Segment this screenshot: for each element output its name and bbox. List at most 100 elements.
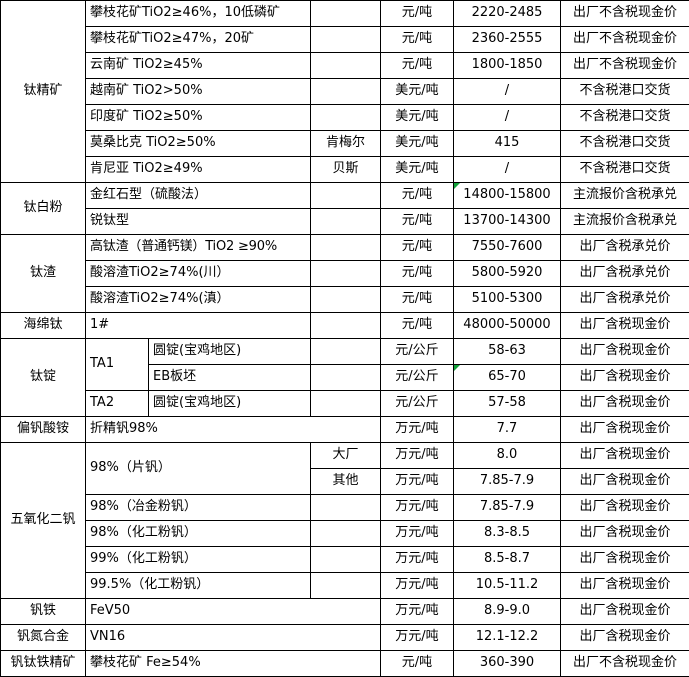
unit-cell: 元/吨 [380, 650, 454, 677]
product-category-cell: 钛渣 [0, 234, 86, 313]
table-row: 偏钒酸铵 折精钒98% 万元/吨 7.7 出厂含税现金价 [0, 416, 689, 443]
remark-cell: 出厂含税现金价 [560, 494, 689, 521]
remark-cell: 出厂含税现金价 [560, 572, 689, 599]
price-value: 2220-2485 [471, 5, 543, 21]
price-value: 2360-2555 [471, 31, 543, 47]
unit-cell: 元/吨 [380, 260, 454, 287]
remark-cell: 主流报价含税承兑 [560, 208, 689, 235]
brand-cell-empty [310, 0, 381, 27]
price-cell: 1800-1850 [453, 52, 561, 79]
product-spec-cell: 莫桑比克 TiO2≥50% [85, 130, 311, 157]
price-cell: 2220-2485 [453, 0, 561, 27]
remark-cell: 出厂含税承兑价 [560, 286, 689, 313]
price-value: 7.85-7.9 [479, 473, 535, 489]
product-spec-cell: 98%（片钒） [85, 442, 311, 495]
remark-cell: 出厂不含税现金价 [560, 0, 689, 27]
price-cell: 7.7 [453, 416, 561, 443]
table-row: 钛白粉 金红石型（硫酸法） 元/吨 14800-15800 主流报价含税承兑 [0, 182, 689, 235]
price-value: 8.5-8.7 [483, 551, 531, 567]
table-row: 五氧化二钒 98%（片钒） 大厂 万元/吨 8.0 出厂含税现金价 [0, 442, 689, 599]
product-spec-cell: 锐钛型 [85, 208, 311, 235]
price-value: 10.5-11.2 [475, 577, 539, 593]
product-spec-cell: 攀枝花矿TiO2≥47%，20矿 [85, 26, 311, 53]
unit-cell: 元/公斤 [380, 338, 454, 365]
cell-comment-marker-icon [454, 365, 460, 371]
remark-cell: 不含税港口交货 [560, 156, 689, 183]
price-value: / [504, 161, 510, 177]
brand-cell-empty [310, 312, 381, 339]
product-category-cell: 偏钒酸铵 [0, 416, 86, 443]
unit-cell: 元/吨 [380, 286, 454, 313]
price-value: / [504, 109, 510, 125]
price-cell: 8.5-8.7 [453, 546, 561, 573]
product-spec-cell: 99.5%（化工粉钒） [85, 572, 311, 599]
remark-cell: 出厂含税现金价 [560, 312, 689, 339]
unit-cell: 元/公斤 [380, 390, 454, 417]
table-row: 98%（化工粉钒） 万元/吨 8.3-8.5 出厂含税现金价 [1, 520, 689, 547]
price-cell: 7550-7600 [453, 234, 561, 261]
unit-cell: 万元/吨 [380, 468, 454, 495]
brand-cell-empty [310, 572, 381, 599]
product-spec-cell: 越南矿 TiO2>50% [85, 78, 311, 105]
price-value: 5800-5920 [471, 265, 543, 281]
product-spec-cell: 折精钒98% [85, 416, 381, 443]
brand-cell-empty [310, 208, 381, 235]
price-value: 7.85-7.9 [479, 499, 535, 515]
price-cell: 360-390 [453, 650, 561, 677]
remark-cell: 出厂含税现金价 [560, 390, 689, 417]
product-spec-cell: 攀枝花矿 Fe≥54% [85, 650, 381, 677]
remark-cell: 出厂不含税现金价 [560, 650, 689, 677]
remark-cell: 出厂含税承兑价 [560, 234, 689, 261]
product-spec-cell: 98%（化工粉钒） [85, 520, 311, 547]
unit-cell: 元/吨 [380, 182, 454, 209]
product-spec-cell: 酸溶渣TiO2≥74%(川） [85, 260, 311, 287]
remark-cell: 出厂含税现金价 [560, 520, 689, 547]
price-value: 5100-5300 [471, 291, 543, 307]
cell-comment-marker-icon [454, 183, 460, 189]
table-row: 钒铁 FeV50 万元/吨 8.9-9.0 出厂含税现金价 [0, 598, 689, 625]
product-spec-cell: 酸溶渣TiO2≥74%(滇） [85, 286, 311, 313]
remark-cell: 出厂不含税现金价 [560, 52, 689, 79]
remark-cell: 出厂含税现金价 [560, 598, 689, 625]
price-value: 7550-7600 [471, 239, 543, 255]
price-cell: 415 [453, 130, 561, 157]
brand-cell: 肯梅尔 [310, 130, 381, 157]
price-cell: 10.5-11.2 [453, 572, 561, 599]
price-value: 1800-1850 [471, 57, 543, 73]
product-spec-cell: 攀枝花矿TiO2≥46%，10低磷矿 [85, 0, 311, 27]
price-value: 14800-15800 [463, 187, 551, 203]
brand-cell-empty [310, 494, 381, 521]
price-cell: 14800-15800 [453, 182, 561, 209]
unit-cell: 元/吨 [380, 26, 454, 53]
price-value: 48000-50000 [463, 317, 551, 333]
product-spec-cell: EB板坯 [148, 364, 311, 391]
price-cell: 2360-2555 [453, 26, 561, 53]
brand-cell-empty [310, 338, 381, 365]
price-cell: 12.1-12.2 [453, 624, 561, 651]
table-row: 钒钛铁精矿 攀枝花矿 Fe≥54% 元/吨 360-390 出厂不含税现金价 [0, 650, 689, 677]
remark-cell: 不含税港口交货 [560, 130, 689, 157]
brand-cell-empty [310, 520, 381, 547]
product-grade-cell: TA1 [85, 338, 149, 391]
table-row: 98%（冶金粉钒） 万元/吨 7.85-7.9 出厂含税现金价 [1, 494, 689, 521]
remark-cell: 出厂含税现金价 [560, 442, 689, 469]
product-category-cell: 钒钛铁精矿 [0, 650, 86, 677]
price-value: 8.9-9.0 [483, 603, 531, 619]
product-category-cell: 海绵钛 [0, 312, 86, 339]
price-value: 58-63 [488, 343, 526, 359]
brand-cell-empty [310, 364, 381, 391]
unit-cell: 美元/吨 [380, 104, 454, 131]
unit-cell: 美元/吨 [380, 156, 454, 183]
price-cell: 65-70 [453, 364, 561, 391]
product-spec-cell: 印度矿 TiO2≥50% [85, 104, 311, 131]
product-spec-cell: VN16 [85, 624, 381, 651]
brand-cell: 大厂 [310, 442, 381, 469]
table-row: 酸溶渣TiO2≥74%(川） 元/吨 5800-5920 出厂含税承兑价 [1, 260, 689, 287]
remark-cell: 出厂含税现金价 [560, 624, 689, 651]
price-value: 65-70 [488, 369, 526, 385]
product-spec-cell: 99%（化工粉钒） [85, 546, 311, 573]
unit-cell: 元/吨 [380, 208, 454, 235]
table-row: TA2 圆锭(宝鸡地区) 元/公斤 57-58 出厂含税现金价 [1, 390, 689, 417]
remark-cell: 出厂含税承兑价 [560, 260, 689, 287]
product-spec-cell: 云南矿 TiO2≥45% [85, 52, 311, 79]
